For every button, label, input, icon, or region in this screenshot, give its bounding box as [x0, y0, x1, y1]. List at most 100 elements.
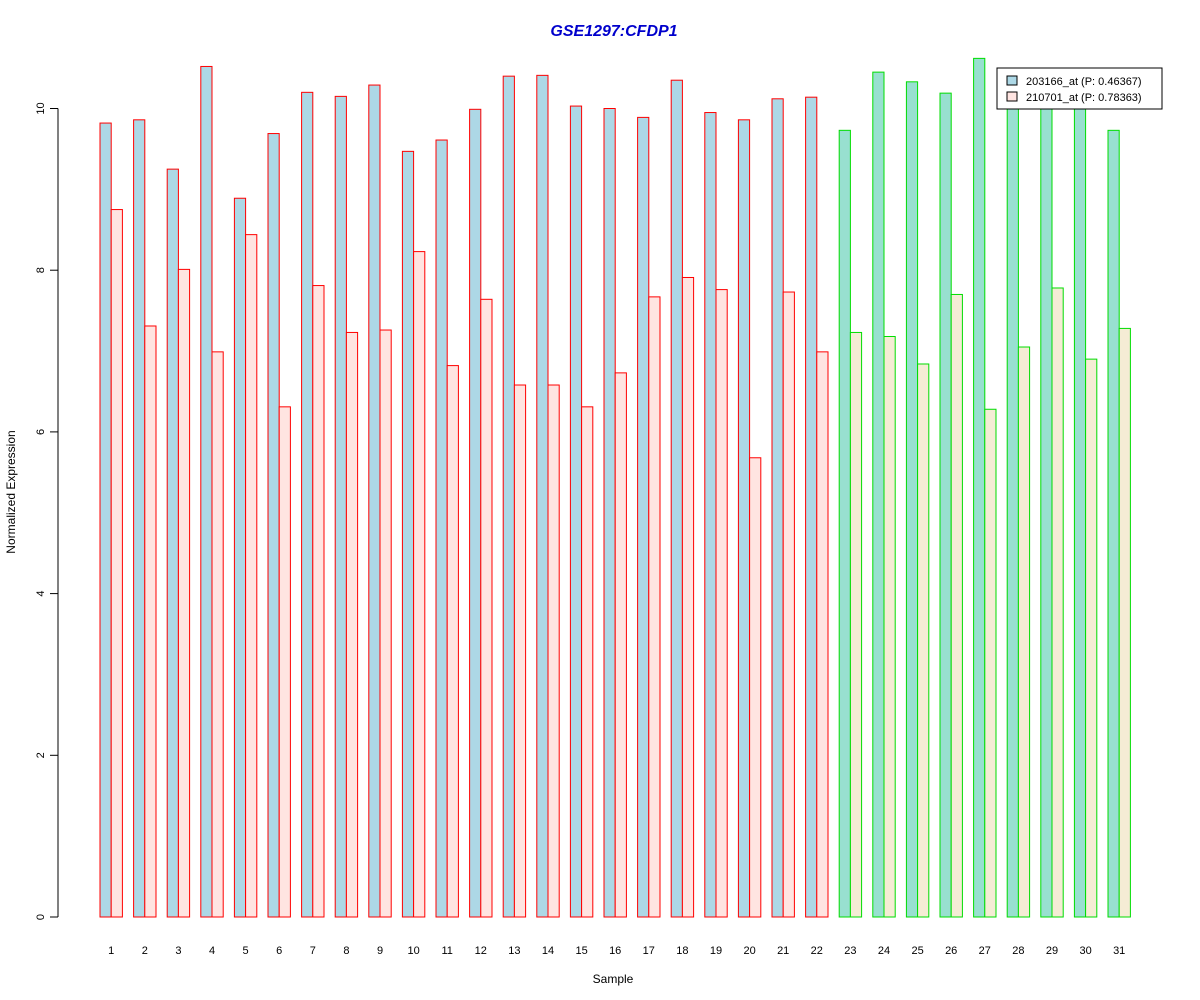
chart-title: GSE1297:CFDP1: [550, 23, 677, 40]
y-tick-label-6: 6: [35, 429, 47, 435]
bar-sample-6-series-2: [278, 406, 291, 918]
x-tick-label-2: 2: [142, 945, 148, 957]
bar-sample-12-series-1: [469, 108, 482, 918]
x-tick-label-22: 22: [811, 945, 823, 957]
y-tick-label-8: 8: [35, 267, 47, 273]
x-tick-label-27: 27: [979, 945, 991, 957]
x-axis-labels: 1 2 3 4 5 6 7 8 9 10 11 12 13 14 15 16 17 18 19 20 21 22 23 24 2…: [108, 945, 1125, 957]
y-tick-label-10: 10: [35, 102, 47, 114]
bar-sample-3-series-1: [166, 168, 179, 918]
bar-sample-15-series-1: [569, 105, 583, 918]
bar-sample-27-series-1: [973, 57, 986, 918]
bar-sample-14-series-2: [547, 384, 560, 918]
bars-layer: [99, 57, 1131, 918]
bar-sample-5-series-2: [245, 234, 258, 918]
bar-sample-6-series-1: [267, 133, 280, 918]
bar-sample-7-series-1: [301, 91, 314, 918]
bar-sample-9-series-1: [368, 84, 381, 918]
bar-sample-4-series-2: [211, 351, 224, 918]
x-tick-label-28: 28: [1012, 945, 1024, 957]
y-axis-title: Normalized Expression: [4, 430, 18, 553]
bar-sample-13-series-1: [502, 75, 515, 918]
x-axis-title: Sample: [593, 972, 634, 986]
bar-sample-17-series-1: [637, 116, 650, 918]
bar-sample-21-series-2: [782, 291, 795, 918]
bar-sample-22-series-1: [805, 96, 818, 918]
x-tick-label-29: 29: [1046, 945, 1058, 957]
bar-sample-1-series-2: [110, 209, 123, 918]
bar-sample-8-series-1: [334, 95, 347, 918]
x-tick-label-24: 24: [878, 945, 890, 957]
x-tick-label-11: 11: [441, 945, 452, 957]
x-tick-label-23: 23: [844, 945, 856, 957]
bar-sample-16-series-1: [603, 108, 616, 918]
x-tick-label-15: 15: [575, 945, 587, 957]
bar-sample-2-series-1: [133, 119, 146, 918]
x-tick-label-17: 17: [643, 945, 655, 957]
legend-label-210701-at: 210701_at (P: 0.78363): [1026, 92, 1142, 104]
x-tick-label-1: 1: [108, 945, 114, 957]
legend-box: [996, 67, 1163, 110]
x-tick-label-20: 20: [743, 945, 755, 957]
bar-sample-12-series-2: [480, 298, 493, 918]
bar-sample-22-series-2: [816, 351, 829, 918]
bar-sample-19-series-2: [715, 289, 728, 918]
x-tick-label-3: 3: [175, 945, 181, 957]
bar-sample-30-series-2: [1085, 358, 1098, 918]
y-tick-label-4: 4: [35, 591, 47, 597]
bar-sample-11-series-1: [435, 139, 448, 918]
bar-sample-9-series-2: [379, 329, 392, 918]
bar-sample-3-series-2: [177, 268, 191, 918]
x-tick-label-19: 19: [710, 945, 722, 957]
x-tick-label-14: 14: [542, 945, 554, 957]
bar-sample-5-series-1: [233, 197, 247, 918]
x-tick-label-10: 10: [407, 945, 419, 957]
bar-sample-25-series-1: [905, 81, 919, 918]
legend-swatch-210701-at: [1006, 91, 1018, 102]
bar-sample-29-series-2: [1051, 287, 1064, 918]
bar-sample-18-series-2: [681, 276, 695, 918]
bar-sample-24-series-2: [883, 336, 896, 918]
bar-sample-31-series-2: [1118, 327, 1131, 918]
x-tick-label-4: 4: [209, 945, 215, 957]
bar-sample-28-series-2: [1017, 346, 1031, 918]
y-tick-label-0: 0: [35, 914, 47, 920]
x-tick-label-6: 6: [276, 945, 282, 957]
bar-sample-17-series-2: [648, 296, 661, 918]
x-tick-label-5: 5: [243, 945, 249, 957]
x-tick-label-16: 16: [609, 945, 621, 957]
x-tick-label-8: 8: [343, 945, 349, 957]
bar-sample-27-series-2: [984, 408, 997, 918]
bar-sample-10-series-2: [413, 251, 426, 918]
bar-sample-19-series-1: [704, 112, 717, 918]
bar-sample-29-series-1: [1040, 102, 1053, 918]
bar-sample-23-series-1: [838, 129, 851, 918]
x-tick-label-18: 18: [676, 945, 688, 957]
x-tick-label-9: 9: [377, 945, 383, 957]
bar-sample-20-series-2: [749, 457, 762, 918]
bar-sample-26-series-1: [939, 92, 952, 918]
bar-sample-16-series-2: [614, 372, 627, 918]
x-tick-label-31: 31: [1113, 945, 1125, 957]
bar-sample-13-series-2: [513, 384, 527, 918]
x-tick-label-12: 12: [475, 945, 487, 957]
x-tick-label-13: 13: [508, 945, 520, 957]
legend-label-203166-at: 203166_at (P: 0.46367): [1026, 76, 1142, 88]
bar-sample-8-series-2: [345, 331, 359, 918]
y-axis: 0 2 4 6 8 10: [35, 102, 59, 920]
bar-sample-15-series-2: [581, 406, 594, 918]
bar-sample-4-series-1: [200, 65, 213, 918]
bar-sample-24-series-1: [872, 71, 885, 918]
x-tick-label-7: 7: [310, 945, 316, 957]
bar-sample-28-series-1: [1006, 99, 1019, 918]
y-tick-label-2: 2: [35, 752, 47, 758]
bar-sample-23-series-2: [849, 331, 863, 918]
bar-sample-11-series-2: [446, 365, 459, 918]
x-tick-label-21: 21: [777, 945, 789, 957]
bar-sample-10-series-1: [401, 150, 415, 918]
bar-sample-26-series-2: [950, 293, 963, 918]
legend: 203166_at (P: 0.46367) 210701_at (P: 0.7…: [996, 67, 1163, 110]
bar-sample-20-series-1: [737, 119, 751, 918]
bar-sample-31-series-1: [1107, 129, 1120, 918]
